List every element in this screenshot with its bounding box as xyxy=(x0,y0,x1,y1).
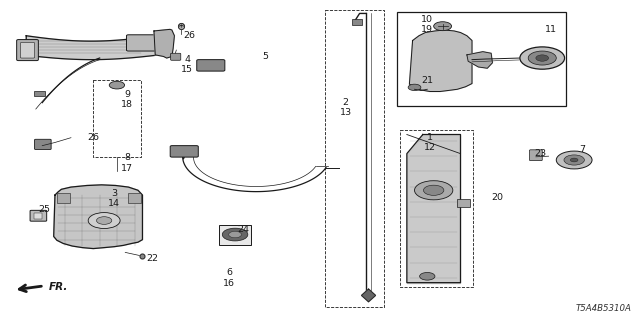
Circle shape xyxy=(528,51,556,65)
Bar xyxy=(458,199,470,207)
Circle shape xyxy=(424,185,444,196)
Polygon shape xyxy=(154,29,174,58)
Polygon shape xyxy=(54,185,143,249)
Bar xyxy=(219,225,251,245)
Circle shape xyxy=(420,272,435,280)
Text: 26: 26 xyxy=(87,133,99,142)
Polygon shape xyxy=(26,36,157,60)
Polygon shape xyxy=(467,52,492,68)
FancyBboxPatch shape xyxy=(196,60,225,71)
Bar xyxy=(34,212,42,219)
Text: 25: 25 xyxy=(38,205,50,214)
Text: 9
18: 9 18 xyxy=(121,90,133,109)
Bar xyxy=(34,91,45,96)
FancyBboxPatch shape xyxy=(35,139,51,149)
FancyBboxPatch shape xyxy=(127,35,159,51)
Text: 6
16: 6 16 xyxy=(223,268,236,288)
Circle shape xyxy=(564,155,584,165)
Text: 26: 26 xyxy=(183,31,195,40)
Text: 5: 5 xyxy=(262,52,269,61)
Bar xyxy=(57,194,70,203)
Circle shape xyxy=(88,212,120,228)
Bar xyxy=(129,194,141,203)
Circle shape xyxy=(434,22,452,31)
Polygon shape xyxy=(362,289,376,302)
Circle shape xyxy=(408,84,421,91)
Circle shape xyxy=(109,81,125,89)
Circle shape xyxy=(556,151,592,169)
Circle shape xyxy=(570,158,578,162)
Text: 2
13: 2 13 xyxy=(339,98,351,117)
Circle shape xyxy=(520,47,564,69)
FancyBboxPatch shape xyxy=(529,150,542,161)
FancyBboxPatch shape xyxy=(20,43,35,58)
FancyBboxPatch shape xyxy=(171,53,180,60)
Circle shape xyxy=(415,181,453,200)
Bar xyxy=(397,12,566,106)
FancyBboxPatch shape xyxy=(17,40,38,60)
Text: 24: 24 xyxy=(237,225,250,234)
Text: 7: 7 xyxy=(579,145,585,154)
Text: 8
17: 8 17 xyxy=(121,154,133,173)
FancyBboxPatch shape xyxy=(30,210,47,221)
Circle shape xyxy=(222,228,248,241)
Text: 1
12: 1 12 xyxy=(424,133,436,152)
Text: 11: 11 xyxy=(545,25,557,34)
Text: 23: 23 xyxy=(534,149,547,158)
Text: FR.: FR. xyxy=(49,283,68,292)
Text: 21: 21 xyxy=(421,76,433,85)
Text: 4
15: 4 15 xyxy=(181,55,193,74)
Polygon shape xyxy=(407,134,461,283)
Text: T5A4B5310A: T5A4B5310A xyxy=(576,304,632,313)
Text: 10
19: 10 19 xyxy=(421,15,433,34)
Polygon shape xyxy=(410,30,472,92)
Circle shape xyxy=(536,55,548,61)
Text: 22: 22 xyxy=(147,254,159,263)
Circle shape xyxy=(97,217,112,224)
FancyBboxPatch shape xyxy=(170,146,198,157)
Bar xyxy=(352,19,362,25)
Text: 3
14: 3 14 xyxy=(108,188,120,208)
Circle shape xyxy=(228,231,241,238)
Text: 20: 20 xyxy=(492,193,504,202)
